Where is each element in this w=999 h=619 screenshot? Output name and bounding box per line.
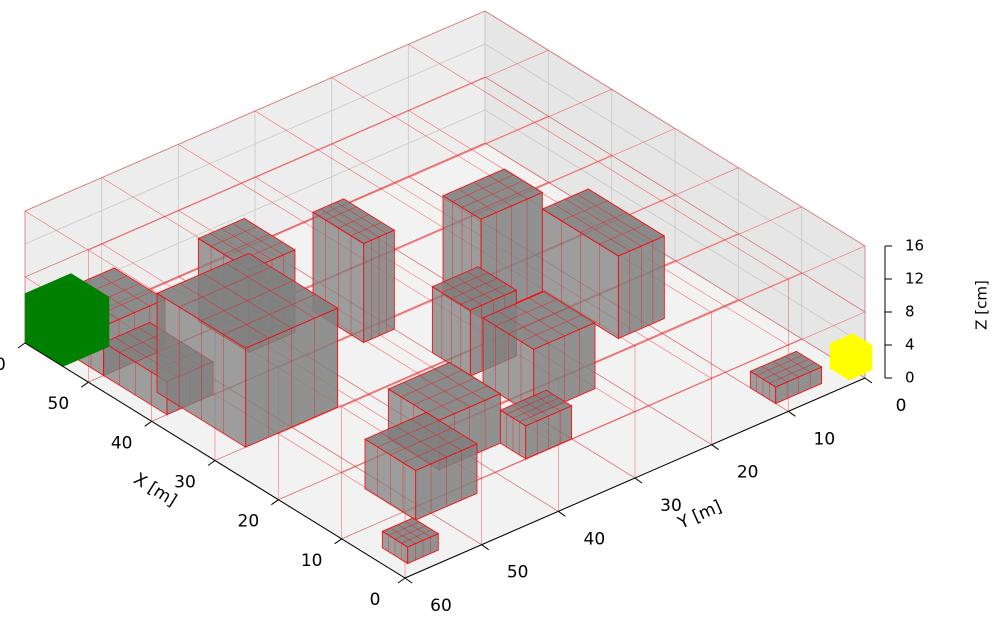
cell-edge [320,208,372,241]
cell-edge [495,298,558,327]
y-tick-label: 60 [430,596,452,616]
x-tick [17,342,26,349]
y-tick-label: 40 [584,529,606,549]
marker-face [24,273,110,318]
cell-edge [179,283,269,339]
y-tick-label: 10 [814,429,836,449]
x-tick-label: 50 [48,394,70,414]
x-tick [81,381,89,388]
grid-line [484,43,866,280]
cell-edge [403,382,455,414]
z-tick-label: 16 [905,237,924,255]
x-tick [271,499,279,506]
cell-edge [325,206,357,221]
cell-edge [380,432,432,465]
cell-edge [506,393,553,415]
cell-edge [210,226,258,247]
cell-edge [773,361,799,378]
x-tick [334,538,342,545]
cell-edge [565,198,642,247]
x-tick-label: 20 [238,512,260,532]
y-tick [864,377,873,384]
z-tick-label: 4 [905,336,915,354]
y-tick [711,444,719,451]
y-tick-label: 30 [660,496,682,516]
cell-edge [24,10,486,212]
cell-edge [452,174,514,202]
y-tick [634,477,643,484]
x-axis-label: X [m] [130,469,180,511]
x-tick-label: 60 [0,355,6,375]
cell-edge [523,399,549,417]
y-tick [558,510,566,517]
grid-line [24,43,486,245]
x-tick-label: 10 [301,551,323,571]
cell-edge [400,369,463,398]
cell-edge [202,273,292,329]
cell-edge [511,404,538,422]
cell-edge [553,203,630,252]
cell-edge [761,366,788,383]
x-tick-label: 40 [111,433,133,453]
cell-edge [179,266,272,308]
cell-edge [443,281,482,306]
grid-line [484,109,866,346]
cell-edge [473,182,512,207]
marker [24,273,110,367]
cell-edge [513,304,565,337]
y-tick [404,577,413,584]
x-tick [397,577,406,584]
cell-edge [395,425,447,458]
y-tick [481,544,489,551]
x-tick [144,420,152,427]
x-tick-label: 0 [370,590,381,610]
cell-edge [455,276,494,301]
z-axis-label: Z [cm] [973,280,991,330]
cell-edge [756,354,803,376]
x-tick [207,460,216,466]
cell-edge [561,200,608,222]
cell-edge [441,272,488,293]
marker [829,333,873,381]
z-tick-label: 12 [905,270,924,288]
cell-edge [418,375,470,408]
cell-edge [397,524,424,541]
cell-edge [377,420,440,448]
y-tick-label: 50 [507,563,529,583]
y-tick [788,410,796,417]
x-tick-label: 30 [174,473,196,493]
marker-face [829,333,873,356]
y-tick-label: 20 [737,463,759,483]
y-tick-label: 0 [896,396,907,416]
cell-edge [388,521,420,536]
cell-edge [458,188,497,213]
cell-edge [328,205,380,238]
cell-edge [24,76,486,278]
cell-edge [389,527,416,544]
cell-edge [221,228,273,261]
z-tick-label: 8 [905,303,915,321]
z-tick-label: 0 [905,369,915,387]
cell-edge [498,311,550,343]
